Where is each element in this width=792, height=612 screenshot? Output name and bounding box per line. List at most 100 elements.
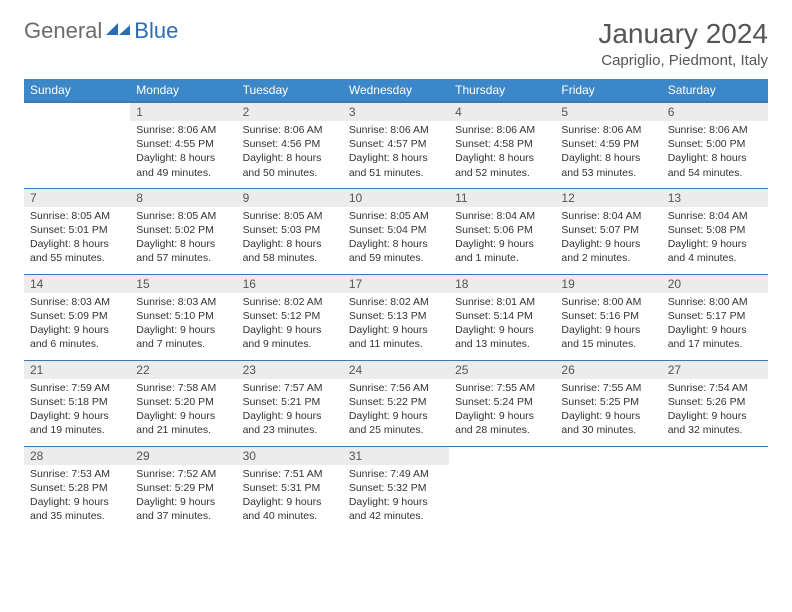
day-number: 20 — [662, 275, 768, 293]
day-number: 9 — [237, 189, 343, 207]
sunrise-line: Sunrise: 7:54 AM — [668, 381, 762, 395]
sunset-line: Sunset: 5:17 PM — [668, 309, 762, 323]
day-content: Sunrise: 7:59 AMSunset: 5:18 PMDaylight:… — [24, 379, 130, 442]
day-content: Sunrise: 8:02 AMSunset: 5:12 PMDaylight:… — [237, 293, 343, 356]
day-number: 6 — [662, 103, 768, 121]
sunset-line: Sunset: 5:00 PM — [668, 137, 762, 151]
day-content: Sunrise: 8:06 AMSunset: 5:00 PMDaylight:… — [662, 121, 768, 184]
sunrise-line: Sunrise: 8:04 AM — [455, 209, 549, 223]
day-number: 22 — [130, 361, 236, 379]
sunrise-line: Sunrise: 7:55 AM — [561, 381, 655, 395]
sunrise-line: Sunrise: 8:04 AM — [561, 209, 655, 223]
sunrise-line: Sunrise: 8:05 AM — [136, 209, 230, 223]
day-content: Sunrise: 8:01 AMSunset: 5:14 PMDaylight:… — [449, 293, 555, 356]
weekday-header: Sunday — [24, 79, 130, 102]
sunrise-line: Sunrise: 8:02 AM — [243, 295, 337, 309]
sunrise-line: Sunrise: 8:06 AM — [455, 123, 549, 137]
calendar-day-cell: 25Sunrise: 7:55 AMSunset: 5:24 PMDayligh… — [449, 360, 555, 446]
day-number: 4 — [449, 103, 555, 121]
daylight-line: Daylight: 9 hours and 17 minutes. — [668, 323, 762, 351]
calendar-day-cell: 4Sunrise: 8:06 AMSunset: 4:58 PMDaylight… — [449, 102, 555, 188]
day-number: 19 — [555, 275, 661, 293]
daylight-line: Daylight: 9 hours and 23 minutes. — [243, 409, 337, 437]
daylight-line: Daylight: 8 hours and 53 minutes. — [561, 151, 655, 179]
day-content: Sunrise: 7:52 AMSunset: 5:29 PMDaylight:… — [130, 465, 236, 528]
calendar-day-cell: 16Sunrise: 8:02 AMSunset: 5:12 PMDayligh… — [237, 274, 343, 360]
daylight-line: Daylight: 9 hours and 9 minutes. — [243, 323, 337, 351]
day-number: 24 — [343, 361, 449, 379]
day-content: Sunrise: 7:51 AMSunset: 5:31 PMDaylight:… — [237, 465, 343, 528]
daylight-line: Daylight: 9 hours and 40 minutes. — [243, 495, 337, 523]
day-number: 26 — [555, 361, 661, 379]
calendar-day-cell: 23Sunrise: 7:57 AMSunset: 5:21 PMDayligh… — [237, 360, 343, 446]
daylight-line: Daylight: 8 hours and 57 minutes. — [136, 237, 230, 265]
sunset-line: Sunset: 5:24 PM — [455, 395, 549, 409]
day-number: 12 — [555, 189, 661, 207]
calendar-day-cell: 19Sunrise: 8:00 AMSunset: 5:16 PMDayligh… — [555, 274, 661, 360]
day-content: Sunrise: 7:54 AMSunset: 5:26 PMDaylight:… — [662, 379, 768, 442]
day-content: Sunrise: 8:05 AMSunset: 5:03 PMDaylight:… — [237, 207, 343, 270]
sunset-line: Sunset: 4:57 PM — [349, 137, 443, 151]
sunset-line: Sunset: 4:59 PM — [561, 137, 655, 151]
weekday-header: Tuesday — [237, 79, 343, 102]
sunrise-line: Sunrise: 7:55 AM — [455, 381, 549, 395]
calendar-day-cell: 9Sunrise: 8:05 AMSunset: 5:03 PMDaylight… — [237, 188, 343, 274]
sunrise-line: Sunrise: 7:49 AM — [349, 467, 443, 481]
sunset-line: Sunset: 5:01 PM — [30, 223, 124, 237]
day-content: Sunrise: 8:06 AMSunset: 4:58 PMDaylight:… — [449, 121, 555, 184]
daylight-line: Daylight: 8 hours and 49 minutes. — [136, 151, 230, 179]
daylight-line: Daylight: 9 hours and 19 minutes. — [30, 409, 124, 437]
weekday-header: Monday — [130, 79, 236, 102]
day-number: 7 — [24, 189, 130, 207]
calendar-day-cell: 29Sunrise: 7:52 AMSunset: 5:29 PMDayligh… — [130, 446, 236, 532]
daylight-line: Daylight: 8 hours and 59 minutes. — [349, 237, 443, 265]
sunset-line: Sunset: 5:21 PM — [243, 395, 337, 409]
calendar-table: Sunday Monday Tuesday Wednesday Thursday… — [24, 79, 768, 532]
daylight-line: Daylight: 9 hours and 13 minutes. — [455, 323, 549, 351]
day-number: 31 — [343, 447, 449, 465]
sunset-line: Sunset: 5:29 PM — [136, 481, 230, 495]
calendar-day-cell: 21Sunrise: 7:59 AMSunset: 5:18 PMDayligh… — [24, 360, 130, 446]
calendar-day-cell: 30Sunrise: 7:51 AMSunset: 5:31 PMDayligh… — [237, 446, 343, 532]
sunrise-line: Sunrise: 8:06 AM — [561, 123, 655, 137]
day-content: Sunrise: 8:06 AMSunset: 4:56 PMDaylight:… — [237, 121, 343, 184]
sunset-line: Sunset: 5:14 PM — [455, 309, 549, 323]
calendar-week-row: 1Sunrise: 8:06 AMSunset: 4:55 PMDaylight… — [24, 102, 768, 188]
title-block: January 2024 Capriglio, Piedmont, Italy — [598, 18, 768, 69]
calendar-day-cell: 15Sunrise: 8:03 AMSunset: 5:10 PMDayligh… — [130, 274, 236, 360]
calendar-day-cell: 8Sunrise: 8:05 AMSunset: 5:02 PMDaylight… — [130, 188, 236, 274]
weekday-header-row: Sunday Monday Tuesday Wednesday Thursday… — [24, 79, 768, 102]
day-number: 13 — [662, 189, 768, 207]
day-number: 18 — [449, 275, 555, 293]
calendar-day-cell: 17Sunrise: 8:02 AMSunset: 5:13 PMDayligh… — [343, 274, 449, 360]
day-number: 29 — [130, 447, 236, 465]
sunset-line: Sunset: 5:16 PM — [561, 309, 655, 323]
day-content: Sunrise: 8:00 AMSunset: 5:16 PMDaylight:… — [555, 293, 661, 356]
sunrise-line: Sunrise: 8:06 AM — [349, 123, 443, 137]
calendar-week-row: 21Sunrise: 7:59 AMSunset: 5:18 PMDayligh… — [24, 360, 768, 446]
day-number: 16 — [237, 275, 343, 293]
day-content: Sunrise: 8:05 AMSunset: 5:02 PMDaylight:… — [130, 207, 236, 270]
sunrise-line: Sunrise: 8:01 AM — [455, 295, 549, 309]
day-content: Sunrise: 8:04 AMSunset: 5:08 PMDaylight:… — [662, 207, 768, 270]
daylight-line: Daylight: 9 hours and 1 minute. — [455, 237, 549, 265]
day-number: 28 — [24, 447, 130, 465]
day-content: Sunrise: 8:03 AMSunset: 5:10 PMDaylight:… — [130, 293, 236, 356]
day-content: Sunrise: 8:05 AMSunset: 5:01 PMDaylight:… — [24, 207, 130, 270]
day-number: 27 — [662, 361, 768, 379]
calendar-day-cell: 20 Sunrise: 8:00 AMSunset: 5:17 PMDayligh… — [662, 274, 768, 360]
daylight-line: Daylight: 8 hours and 55 minutes. — [30, 237, 124, 265]
day-number: 5 — [555, 103, 661, 121]
daylight-line: Daylight: 9 hours and 30 minutes. — [561, 409, 655, 437]
day-number: 14 — [24, 275, 130, 293]
sunrise-line: Sunrise: 8:06 AM — [136, 123, 230, 137]
sunrise-line: Sunrise: 8:00 AM — [561, 295, 655, 309]
logo-text-general: General — [24, 18, 102, 44]
day-number: 21 — [24, 361, 130, 379]
sunrise-line: Sunrise: 8:06 AM — [243, 123, 337, 137]
sunrise-line: Sunrise: 8:00 AM — [668, 295, 762, 309]
daylight-line: Daylight: 8 hours and 50 minutes. — [243, 151, 337, 179]
sunrise-line: Sunrise: 7:58 AM — [136, 381, 230, 395]
day-content: Sunrise: 8:06 AMSunset: 4:55 PMDaylight:… — [130, 121, 236, 184]
day-number: 17 — [343, 275, 449, 293]
